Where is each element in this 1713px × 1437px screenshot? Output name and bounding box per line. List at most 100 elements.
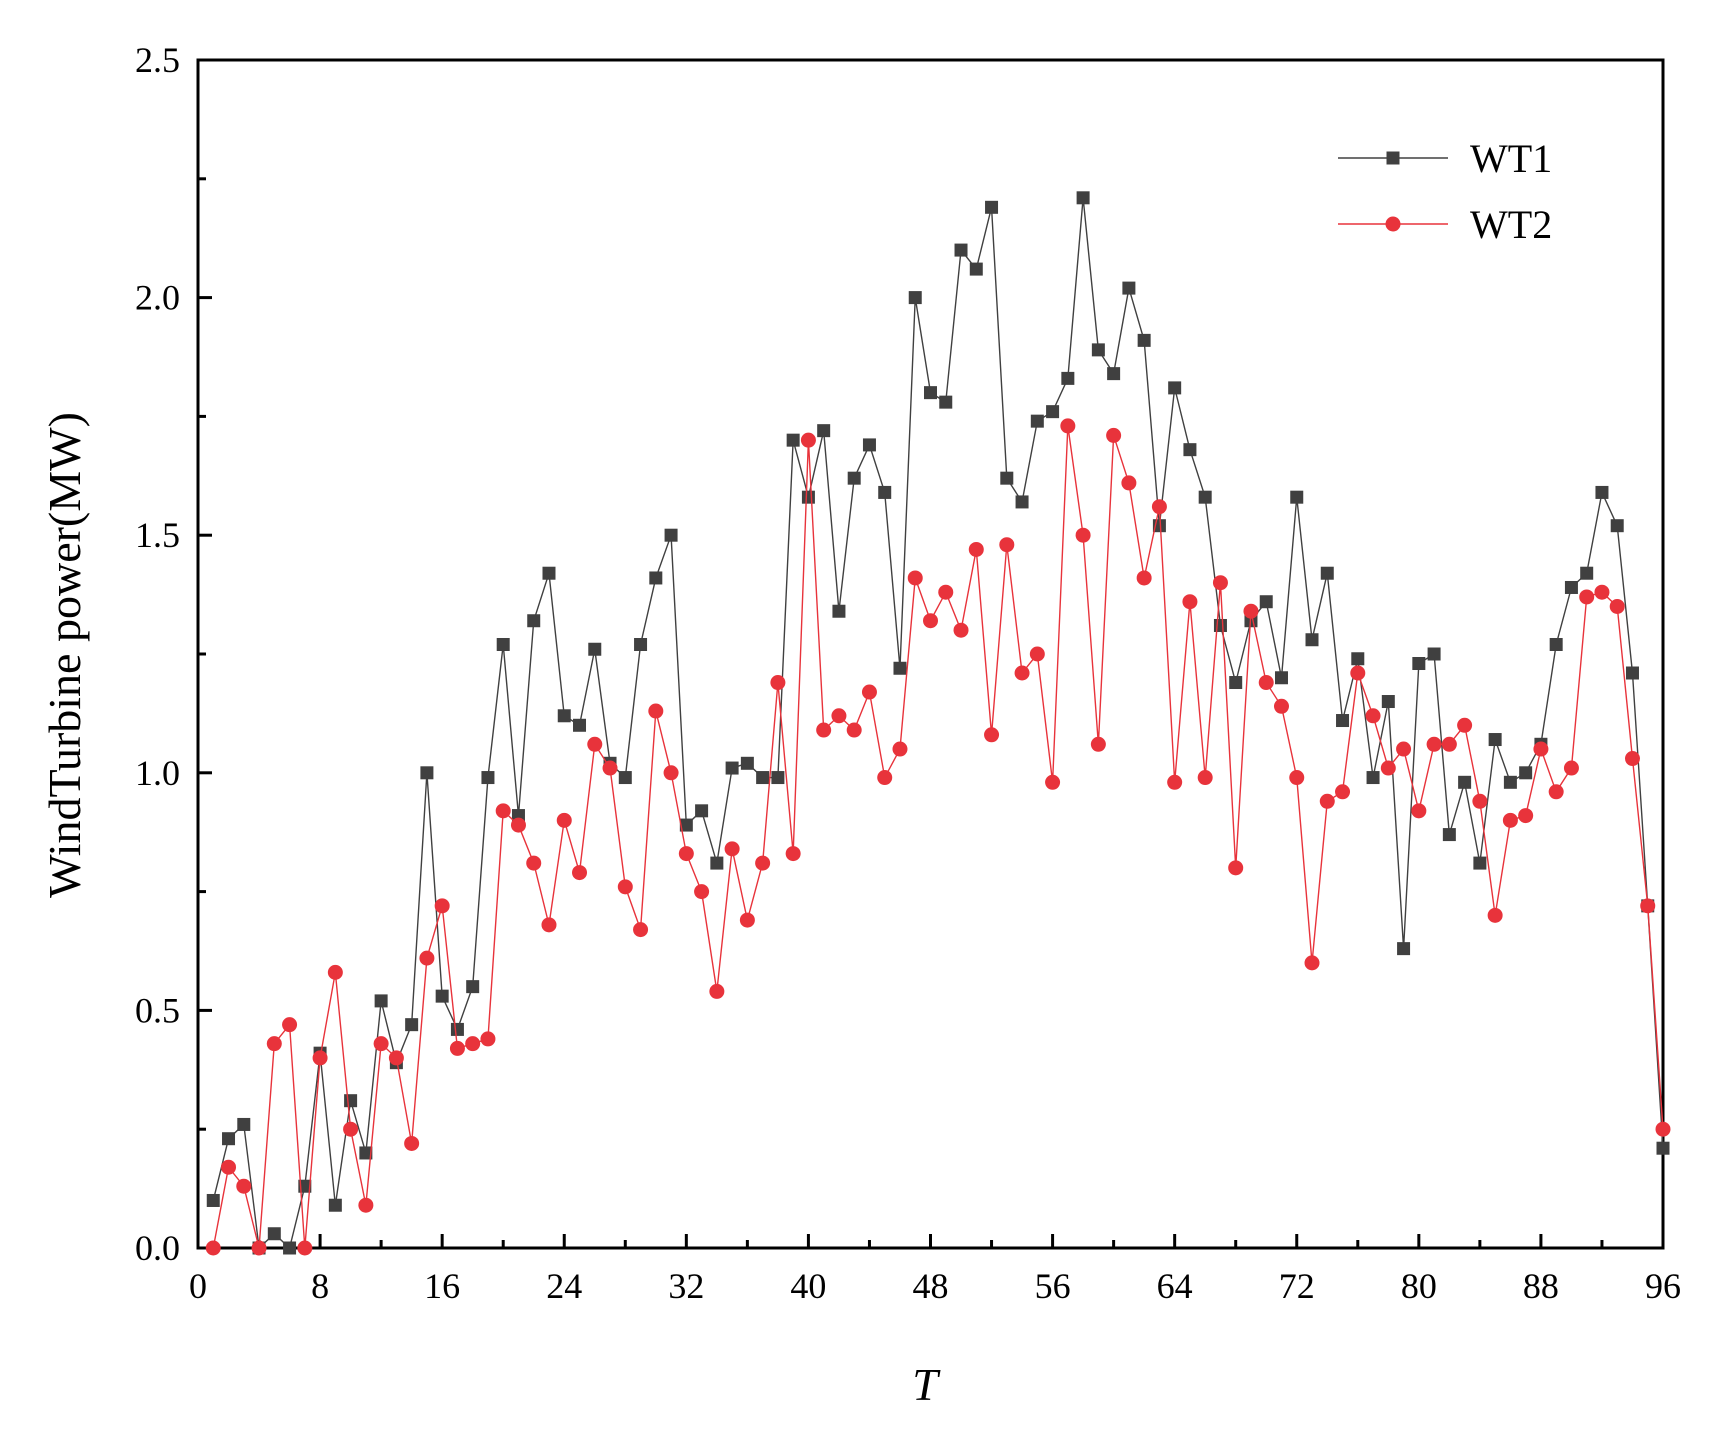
data-point: [481, 771, 495, 785]
data-point: [1397, 942, 1411, 956]
data-point: [1273, 698, 1289, 714]
y-tick-label: 2.0: [135, 278, 180, 318]
data-point: [388, 1050, 404, 1066]
data-point: [1305, 633, 1319, 647]
data-point: [1136, 570, 1152, 586]
data-point: [663, 765, 679, 781]
series-WT2: [205, 418, 1671, 1256]
x-tick-label: 48: [913, 1266, 949, 1306]
data-point: [679, 818, 693, 832]
data-point: [1549, 637, 1563, 651]
data-point: [1197, 770, 1213, 786]
data-point: [297, 1240, 313, 1256]
data-point: [969, 262, 983, 276]
data-point: [999, 537, 1015, 553]
data-point: [1381, 695, 1395, 709]
data-point: [724, 841, 740, 857]
y-tick-label: 1.0: [135, 753, 180, 793]
data-point: [542, 566, 556, 580]
data-point: [450, 1022, 464, 1036]
data-point: [816, 722, 832, 738]
data-point: [222, 1132, 236, 1146]
data-point: [602, 760, 618, 776]
data-point: [893, 661, 907, 675]
data-point: [633, 922, 649, 938]
data-point: [785, 846, 801, 862]
data-point: [923, 613, 938, 629]
legend-label: WT1: [1470, 136, 1552, 181]
data-point: [405, 1018, 419, 1032]
data-point: [495, 803, 511, 819]
data-point: [1350, 665, 1366, 681]
data-point: [1595, 485, 1609, 499]
data-point: [556, 812, 572, 828]
legend-item: WT2: [1338, 202, 1552, 247]
data-point: [846, 722, 862, 738]
data-point: [1289, 770, 1305, 786]
data-point: [817, 424, 831, 438]
data-point: [496, 637, 510, 651]
y-tick-label: 0.0: [135, 1228, 180, 1268]
data-point: [740, 756, 754, 770]
data-point: [1167, 774, 1183, 790]
y-tick-label: 0.5: [135, 990, 180, 1030]
data-point: [1548, 784, 1564, 800]
data-point: [266, 1036, 282, 1052]
data-point: [1304, 955, 1320, 971]
data-point: [862, 438, 876, 452]
data-point: [695, 804, 709, 818]
data-point: [419, 950, 435, 966]
data-point: [1106, 427, 1122, 443]
data-point: [449, 1040, 465, 1056]
data-point: [1121, 475, 1137, 491]
data-point: [892, 741, 908, 757]
data-point: [1442, 828, 1456, 842]
data-point: [1045, 774, 1061, 790]
data-point: [1502, 812, 1518, 828]
data-point: [557, 709, 571, 723]
data-point: [282, 1017, 298, 1033]
data-point: [221, 1159, 237, 1175]
data-point: [251, 1240, 267, 1256]
x-tick-label: 24: [546, 1266, 582, 1306]
legend-marker: [1385, 216, 1401, 232]
x-tick-label: 96: [1645, 1266, 1681, 1306]
x-axis-title: T: [912, 1359, 941, 1410]
data-point: [236, 1178, 252, 1194]
data-point: [953, 622, 969, 638]
data-point: [770, 675, 786, 691]
data-point: [1563, 760, 1579, 776]
data-point: [1014, 665, 1030, 681]
data-point: [1533, 741, 1549, 757]
data-point: [1640, 898, 1656, 914]
data-point: [1320, 566, 1334, 580]
x-tick-label: 72: [1279, 1266, 1315, 1306]
data-point: [1198, 490, 1212, 504]
data-point: [1655, 1121, 1671, 1137]
data-point: [1259, 595, 1273, 609]
x-tick-label: 32: [668, 1266, 704, 1306]
data-point: [1000, 471, 1014, 485]
data-point: [1168, 381, 1182, 395]
data-point: [327, 964, 343, 980]
data-point: [344, 1094, 358, 1108]
data-point: [1503, 775, 1517, 789]
data-point: [572, 865, 588, 881]
data-point: [1107, 367, 1121, 381]
x-tick-label: 88: [1523, 1266, 1559, 1306]
data-point: [434, 898, 450, 914]
axes: 0 8 16 24 32 40 48 56 64 72 80 88 96 0.0 0.5 1.0 1.5 2.0 2…: [135, 40, 1681, 1306]
data-point: [526, 855, 542, 871]
data-point: [1030, 414, 1044, 428]
data-point: [984, 727, 1000, 743]
data-point: [1060, 418, 1076, 434]
data-point: [968, 541, 984, 557]
data-point: [1487, 907, 1503, 923]
data-point: [618, 771, 632, 785]
data-point: [1137, 333, 1151, 347]
data-point: [1441, 736, 1457, 752]
data-point: [939, 395, 953, 409]
data-point: [1029, 646, 1045, 662]
data-point: [847, 471, 861, 485]
